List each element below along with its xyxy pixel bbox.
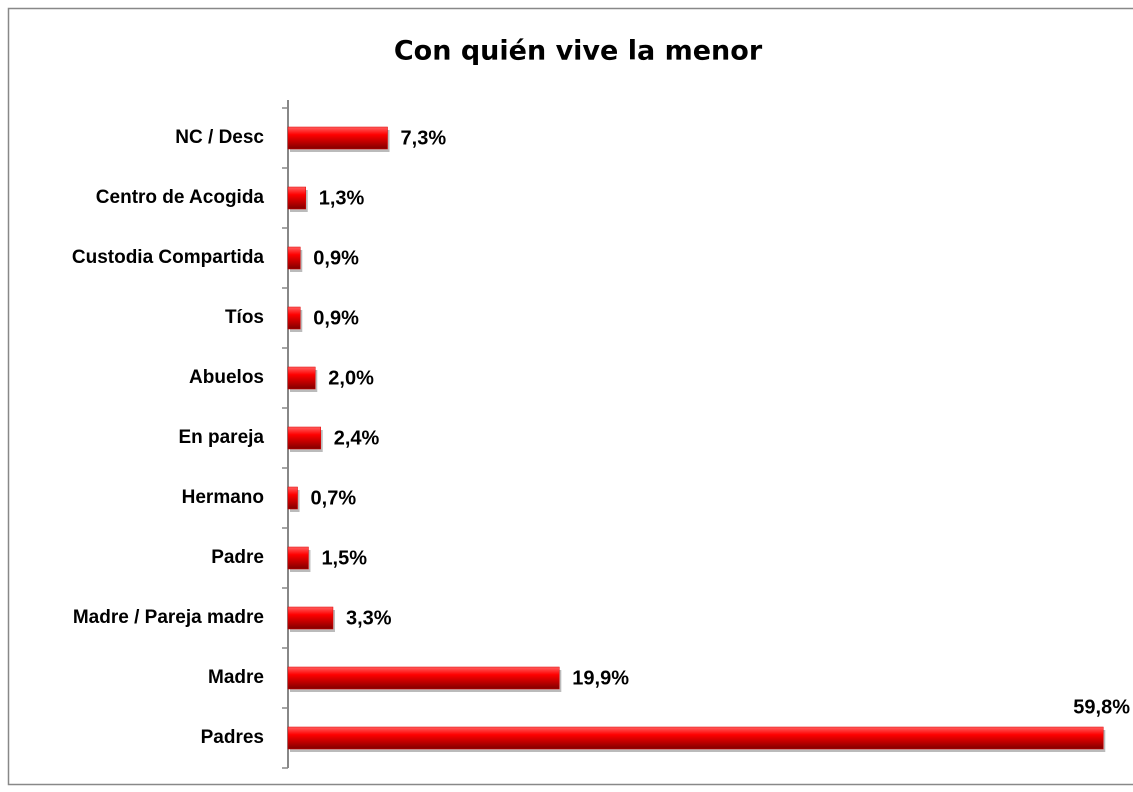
y-tick-label: Centro de Acogida (96, 187, 265, 208)
y-tick-label: Padres (201, 727, 264, 748)
bar (287, 306, 301, 330)
value-label: 2,0% (328, 367, 374, 389)
value-label: 7,3% (401, 127, 447, 149)
y-tick-label: En pareja (178, 427, 264, 448)
y-tick-label: Padre (211, 547, 264, 568)
bar (287, 726, 1104, 750)
chart-title: Con quién vive la menor (394, 36, 763, 67)
bar (287, 546, 309, 570)
y-tick-label: Abuelos (189, 367, 264, 388)
bar (287, 246, 301, 270)
y-tick-label: Hermano (182, 487, 264, 508)
value-label: 0,9% (313, 247, 359, 269)
bar (287, 606, 334, 630)
y-tick-label: Tíos (225, 307, 264, 328)
value-label: 1,3% (319, 187, 365, 209)
chart-frame (7, 7, 1133, 786)
bar (287, 666, 560, 690)
value-label: 2,4% (334, 427, 380, 449)
value-label: 0,7% (311, 487, 357, 509)
y-tick-label: Custodia Compartida (72, 247, 265, 268)
bar (287, 366, 316, 390)
bar (287, 486, 298, 510)
bar (287, 426, 321, 450)
y-tick-label: Madre / Pareja madre (73, 607, 264, 628)
bar (287, 126, 388, 150)
value-label: 0,9% (313, 307, 359, 329)
value-label: 3,3% (346, 607, 392, 629)
value-label: 1,5% (321, 547, 367, 569)
value-label: 59,8% (1073, 696, 1130, 718)
bar (287, 186, 306, 210)
y-tick-label: Madre (208, 667, 264, 688)
y-tick-label: NC / Desc (175, 127, 264, 148)
value-label: 19,9% (572, 667, 629, 689)
